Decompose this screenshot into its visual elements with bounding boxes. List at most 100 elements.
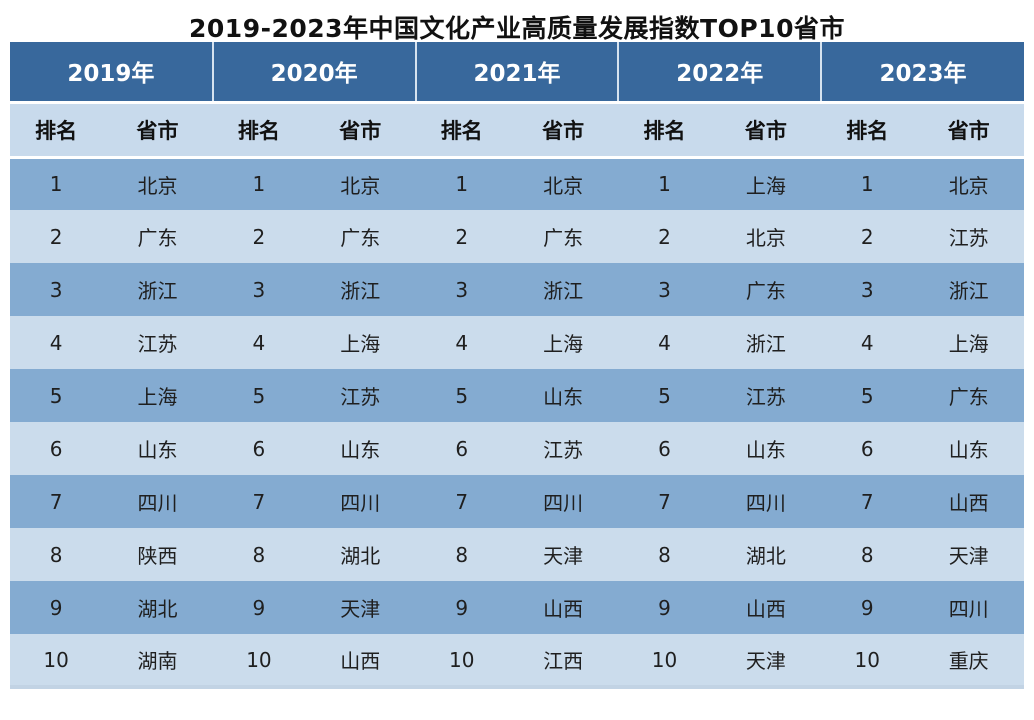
- rank-cell: 2: [415, 210, 508, 263]
- table-row: 4 江苏 4 上海 4 上海 4 浙江 4 上海: [10, 316, 1024, 369]
- province-cell: 江苏: [102, 316, 213, 369]
- rank-cell: 6: [415, 422, 508, 475]
- province-cell: 浙江: [507, 263, 619, 316]
- rank-cell: 2: [821, 210, 914, 263]
- rank-column-header: 排名: [821, 102, 914, 159]
- rank-cell: 10: [618, 634, 711, 689]
- rank-cell: 3: [618, 263, 711, 316]
- rank-cell: 3: [415, 263, 508, 316]
- province-cell: 四川: [710, 475, 822, 528]
- rank-cell: 3: [10, 263, 103, 316]
- province-cell: 四川: [305, 475, 416, 528]
- province-cell: 北京: [507, 157, 619, 210]
- province-cell: 山东: [305, 422, 416, 475]
- rank-cell: 3: [821, 263, 914, 316]
- province-cell: 湖北: [305, 528, 416, 581]
- rank-column-header: 排名: [212, 102, 306, 159]
- rank-cell: 8: [618, 528, 711, 581]
- province-cell: 广东: [305, 210, 416, 263]
- rank-cell: 4: [415, 316, 508, 369]
- rank-cell: 9: [618, 581, 711, 634]
- province-cell: 上海: [913, 316, 1024, 369]
- rank-cell: 1: [821, 157, 914, 210]
- table-row: 10 湖南 10 山西 10 江西 10 天津 10 重庆: [10, 634, 1024, 689]
- table-row: 8 陕西 8 湖北 8 天津 8 湖北 8 天津: [10, 528, 1024, 581]
- rank-cell: 7: [821, 475, 914, 528]
- province-cell: 江苏: [305, 369, 416, 422]
- rank-cell: 4: [212, 316, 306, 369]
- province-cell: 浙江: [305, 263, 416, 316]
- province-cell: 上海: [102, 369, 213, 422]
- province-cell: 陕西: [102, 528, 213, 581]
- year-header-cell: 2023年: [821, 42, 1024, 104]
- province-cell: 天津: [507, 528, 619, 581]
- year-header-cell: 2020年: [212, 42, 417, 104]
- rank-cell: 5: [10, 369, 103, 422]
- rank-cell: 9: [10, 581, 103, 634]
- rank-cell: 6: [212, 422, 306, 475]
- table-row: 6 山东 6 山东 6 江苏 6 山东 6 山东: [10, 422, 1024, 475]
- rank-column-header: 排名: [618, 102, 711, 159]
- rank-cell: 6: [10, 422, 103, 475]
- table-row: 9 湖北 9 天津 9 山西 9 山西 9 四川: [10, 581, 1024, 634]
- rank-cell: 7: [618, 475, 711, 528]
- province-column-header: 省市: [102, 102, 213, 159]
- rank-cell: 6: [821, 422, 914, 475]
- province-cell: 山西: [305, 634, 416, 689]
- year-header-row: 2019年 2020年 2021年 2022年 2023年: [10, 42, 1024, 104]
- rank-cell: 1: [415, 157, 508, 210]
- rank-cell: 7: [10, 475, 103, 528]
- rank-cell: 7: [415, 475, 508, 528]
- province-cell: 江苏: [710, 369, 822, 422]
- rank-column-header: 排名: [10, 102, 103, 159]
- province-cell: 四川: [913, 581, 1024, 634]
- rank-cell: 1: [212, 157, 306, 210]
- year-header-cell: 2021年: [415, 42, 620, 104]
- rank-cell: 6: [618, 422, 711, 475]
- province-cell: 天津: [305, 581, 416, 634]
- rank-column-header: 排名: [415, 102, 508, 159]
- rank-cell: 9: [821, 581, 914, 634]
- province-cell: 江西: [507, 634, 619, 689]
- province-cell: 天津: [710, 634, 822, 689]
- rank-cell: 5: [212, 369, 306, 422]
- province-cell: 北京: [913, 157, 1024, 210]
- rank-cell: 5: [821, 369, 914, 422]
- province-cell: 北京: [102, 157, 213, 210]
- province-column-header: 省市: [710, 102, 822, 159]
- province-cell: 湖南: [102, 634, 213, 689]
- province-cell: 广东: [913, 369, 1024, 422]
- rank-cell: 1: [618, 157, 711, 210]
- province-cell: 广东: [710, 263, 822, 316]
- rank-cell: 8: [415, 528, 508, 581]
- province-cell: 上海: [507, 316, 619, 369]
- rank-cell: 10: [415, 634, 508, 689]
- province-cell: 上海: [305, 316, 416, 369]
- province-column-header: 省市: [507, 102, 619, 159]
- rank-cell: 3: [212, 263, 306, 316]
- province-cell: 湖北: [710, 528, 822, 581]
- rank-cell: 10: [821, 634, 914, 689]
- province-cell: 江苏: [913, 210, 1024, 263]
- province-cell: 湖北: [102, 581, 213, 634]
- year-header-cell: 2022年: [618, 42, 823, 104]
- table-row: 3 浙江 3 浙江 3 浙江 3 广东 3 浙江: [10, 263, 1024, 316]
- rank-cell: 9: [212, 581, 306, 634]
- province-cell: 山东: [102, 422, 213, 475]
- rank-cell: 1: [10, 157, 103, 210]
- sub-header-row: 排名 省市 排名 省市 排名 省市 排名 省市 排名 省市: [10, 102, 1024, 159]
- province-column-header: 省市: [305, 102, 416, 159]
- year-header-cell: 2019年: [10, 42, 214, 104]
- province-cell: 山东: [507, 369, 619, 422]
- rank-cell: 2: [618, 210, 711, 263]
- province-column-header: 省市: [913, 102, 1024, 159]
- province-cell: 北京: [710, 210, 822, 263]
- province-cell: 浙江: [913, 263, 1024, 316]
- province-cell: 江苏: [507, 422, 619, 475]
- province-cell: 浙江: [102, 263, 213, 316]
- province-cell: 广东: [507, 210, 619, 263]
- rank-cell: 8: [10, 528, 103, 581]
- table-row: 2 广东 2 广东 2 广东 2 北京 2 江苏: [10, 210, 1024, 263]
- page-title: 2019-2023年中国文化产业高质量发展指数TOP10省市: [189, 14, 845, 43]
